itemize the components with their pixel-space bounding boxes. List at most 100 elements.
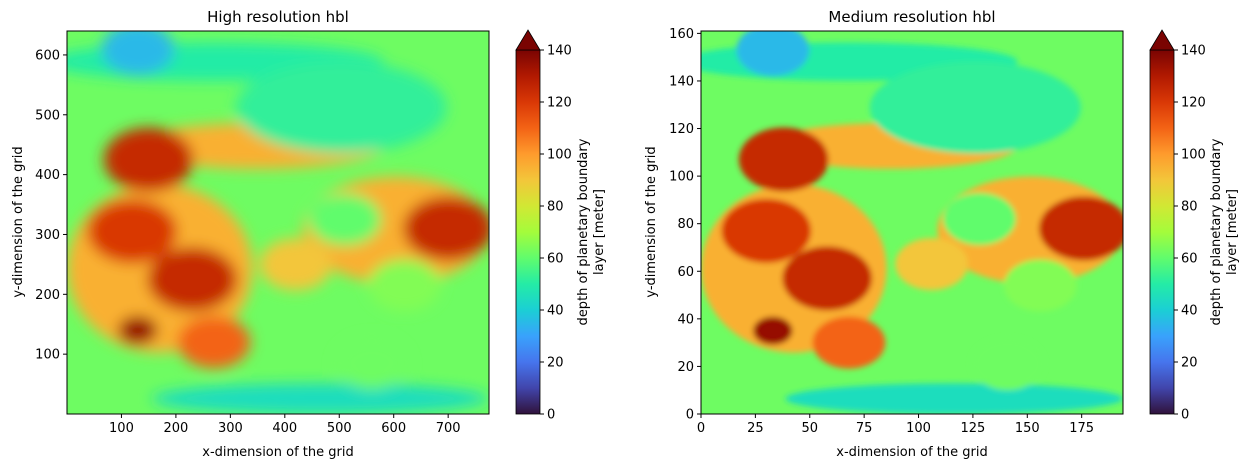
x-tick-label: 0: [697, 421, 705, 436]
field-feature: [308, 193, 382, 246]
field-feature: [101, 31, 175, 75]
field-feature: [87, 199, 178, 264]
field-band: [235, 61, 447, 154]
colorbar-extend-max: [515, 29, 541, 51]
field-feature: [368, 259, 441, 312]
y-tick-label: 500: [35, 108, 60, 123]
field-feature: [1039, 196, 1123, 261]
chart-title: High resolution hbl: [207, 8, 349, 26]
y-tick-label: 160: [669, 27, 694, 42]
x-tick-label: 100: [109, 421, 134, 436]
x-tick-label: 400: [272, 421, 297, 436]
field-feature: [177, 316, 251, 369]
y-tick-label: 300: [35, 228, 60, 243]
field-feature: [147, 247, 238, 312]
y-tick-label: 600: [35, 48, 60, 63]
colorbar-tick-label: 20: [1181, 356, 1198, 371]
field-feature: [103, 127, 194, 192]
x-axis-label: x-dimension of the grid: [836, 445, 987, 460]
y-tick-label: 120: [669, 122, 694, 137]
colorbar-tick-label: 40: [1181, 304, 1198, 319]
field-band: [785, 383, 1123, 414]
chart-title: Medium resolution hbl: [828, 8, 995, 26]
plot-frame: [700, 30, 1124, 415]
field-band: [869, 61, 1081, 154]
field-feature: [721, 198, 812, 263]
field-feature: [736, 31, 810, 77]
x-tick-label: 700: [436, 421, 461, 436]
colorbar-label: depth of planetary boundary: [576, 138, 591, 325]
field-feature: [971, 338, 1045, 391]
field-feature: [753, 316, 793, 345]
plot-frame: [66, 30, 490, 415]
x-tick-label: 600: [381, 421, 406, 436]
colorbar-tick-label: 60: [1181, 252, 1198, 267]
colorbar-label: depth of planetary boundary: [1209, 138, 1224, 325]
y-tick-label: 140: [669, 74, 694, 89]
heatmap-field: [701, 31, 1123, 414]
field-features: [701, 31, 1123, 414]
colorbar-ticks: 0 20 40 60 80 100 120 140: [540, 44, 572, 423]
field-feature: [259, 238, 333, 291]
colorbar-tick-label: 80: [1181, 200, 1198, 215]
y-tick-label: 200: [35, 288, 60, 303]
field-features: [67, 31, 489, 414]
x-tick-label: 125: [960, 421, 985, 436]
x-tick-label: 50: [801, 421, 818, 436]
field-feature: [403, 196, 489, 261]
colorbar-gradient: [515, 49, 541, 415]
field-feature: [118, 316, 158, 345]
x-tick-label: 25: [747, 421, 764, 436]
colorbar-tick-label: 100: [547, 148, 572, 163]
y-tick-label: 0: [686, 408, 694, 423]
colorbar-tick-label: 0: [547, 408, 555, 423]
panel-high-resolution: 100 200 300 400 500 600 700 100200300400500600…: [11, 8, 607, 460]
y-tick-label: 80: [677, 217, 694, 232]
colorbar-tick-label: 80: [547, 200, 564, 215]
panel-medium-resolution: 0 25 50 75 100 125 150 175 0 20 40 60 80 100 120 140 16…: [644, 8, 1240, 460]
y-axis-label: y-dimension of the grid: [644, 146, 659, 297]
field-band: [151, 383, 489, 414]
x-tick-label: 150: [1015, 421, 1040, 436]
x-tick-label: 75: [856, 421, 873, 436]
colorbar-tick-label: 120: [1181, 96, 1206, 111]
y-tick-label: 20: [677, 360, 694, 375]
x-axis-label: x-dimension of the grid: [202, 445, 353, 460]
colorbar: 0 20 40 60 80 100 120 140 depth of planetary bo…: [515, 29, 607, 423]
colorbar-tick-label: 20: [547, 356, 564, 371]
x-axis: 0 25 50 75 100 125 150 175: [697, 414, 1094, 436]
y-tick-label: 100: [669, 170, 694, 185]
y-tick-label: 40: [677, 312, 694, 327]
x-axis: 100 200 300 400 500 600 700: [109, 414, 461, 436]
field-feature: [895, 238, 968, 291]
colorbar-tick-label: 40: [547, 304, 564, 319]
y-tick-label: 100: [35, 348, 60, 363]
colorbar: 0 20 40 60 80 100 120 140 depth of planetary bo…: [1149, 29, 1240, 423]
colorbar-tick-label: 60: [547, 252, 564, 267]
y-axis-label: y-dimension of the grid: [11, 146, 26, 297]
field-feature: [943, 192, 1016, 245]
y-tick-label: 60: [677, 265, 694, 280]
field-feature: [812, 316, 886, 369]
x-tick-label: 100: [906, 421, 931, 436]
colorbar-gradient: [1149, 49, 1175, 415]
colorbar-tick-label: 120: [547, 96, 572, 111]
colorbar-tick-label: 100: [1181, 148, 1206, 163]
x-tick-label: 300: [218, 421, 243, 436]
colorbar-tick-label: 0: [1181, 408, 1189, 423]
field-feature: [782, 246, 872, 311]
colorbar-label-unit: layer [meter]: [592, 189, 607, 275]
y-axis: 0 20 40 60 80 100 120 140 160: [669, 27, 701, 423]
x-tick-label: 200: [163, 421, 188, 436]
colorbar-extend-max: [1149, 29, 1175, 51]
x-tick-label: 500: [327, 421, 352, 436]
colorbar-ticks: 0 20 40 60 80 100 120 140: [1174, 44, 1206, 423]
colorbar-tick-label: 140: [1181, 44, 1206, 59]
colorbar-tick-label: 140: [547, 44, 572, 59]
y-axis: 100 200 300 400 500 600: [35, 48, 67, 363]
colorbar-label-unit: layer [meter]: [1225, 189, 1240, 275]
field-feature: [1003, 259, 1077, 312]
x-tick-label: 175: [1069, 421, 1094, 436]
heatmap-field: [67, 31, 489, 414]
